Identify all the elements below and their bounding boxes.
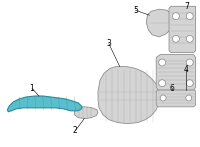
Polygon shape bbox=[156, 90, 196, 107]
Circle shape bbox=[172, 35, 179, 42]
Text: 3: 3 bbox=[106, 39, 111, 48]
Text: 1: 1 bbox=[30, 84, 34, 93]
Text: 6: 6 bbox=[170, 84, 174, 93]
Text: 7: 7 bbox=[184, 2, 189, 11]
Text: 2: 2 bbox=[73, 126, 78, 135]
Circle shape bbox=[186, 95, 192, 101]
Polygon shape bbox=[7, 96, 82, 112]
Circle shape bbox=[172, 13, 179, 20]
Polygon shape bbox=[74, 107, 98, 119]
Polygon shape bbox=[146, 9, 173, 37]
Polygon shape bbox=[169, 6, 196, 53]
Circle shape bbox=[159, 80, 166, 87]
Text: 5: 5 bbox=[133, 6, 138, 15]
Circle shape bbox=[186, 35, 193, 42]
Circle shape bbox=[160, 95, 166, 101]
Circle shape bbox=[186, 59, 193, 66]
Polygon shape bbox=[156, 55, 196, 90]
Circle shape bbox=[186, 80, 193, 87]
Circle shape bbox=[159, 59, 166, 66]
Polygon shape bbox=[98, 66, 160, 124]
Text: 4: 4 bbox=[183, 65, 188, 74]
Circle shape bbox=[186, 13, 193, 20]
